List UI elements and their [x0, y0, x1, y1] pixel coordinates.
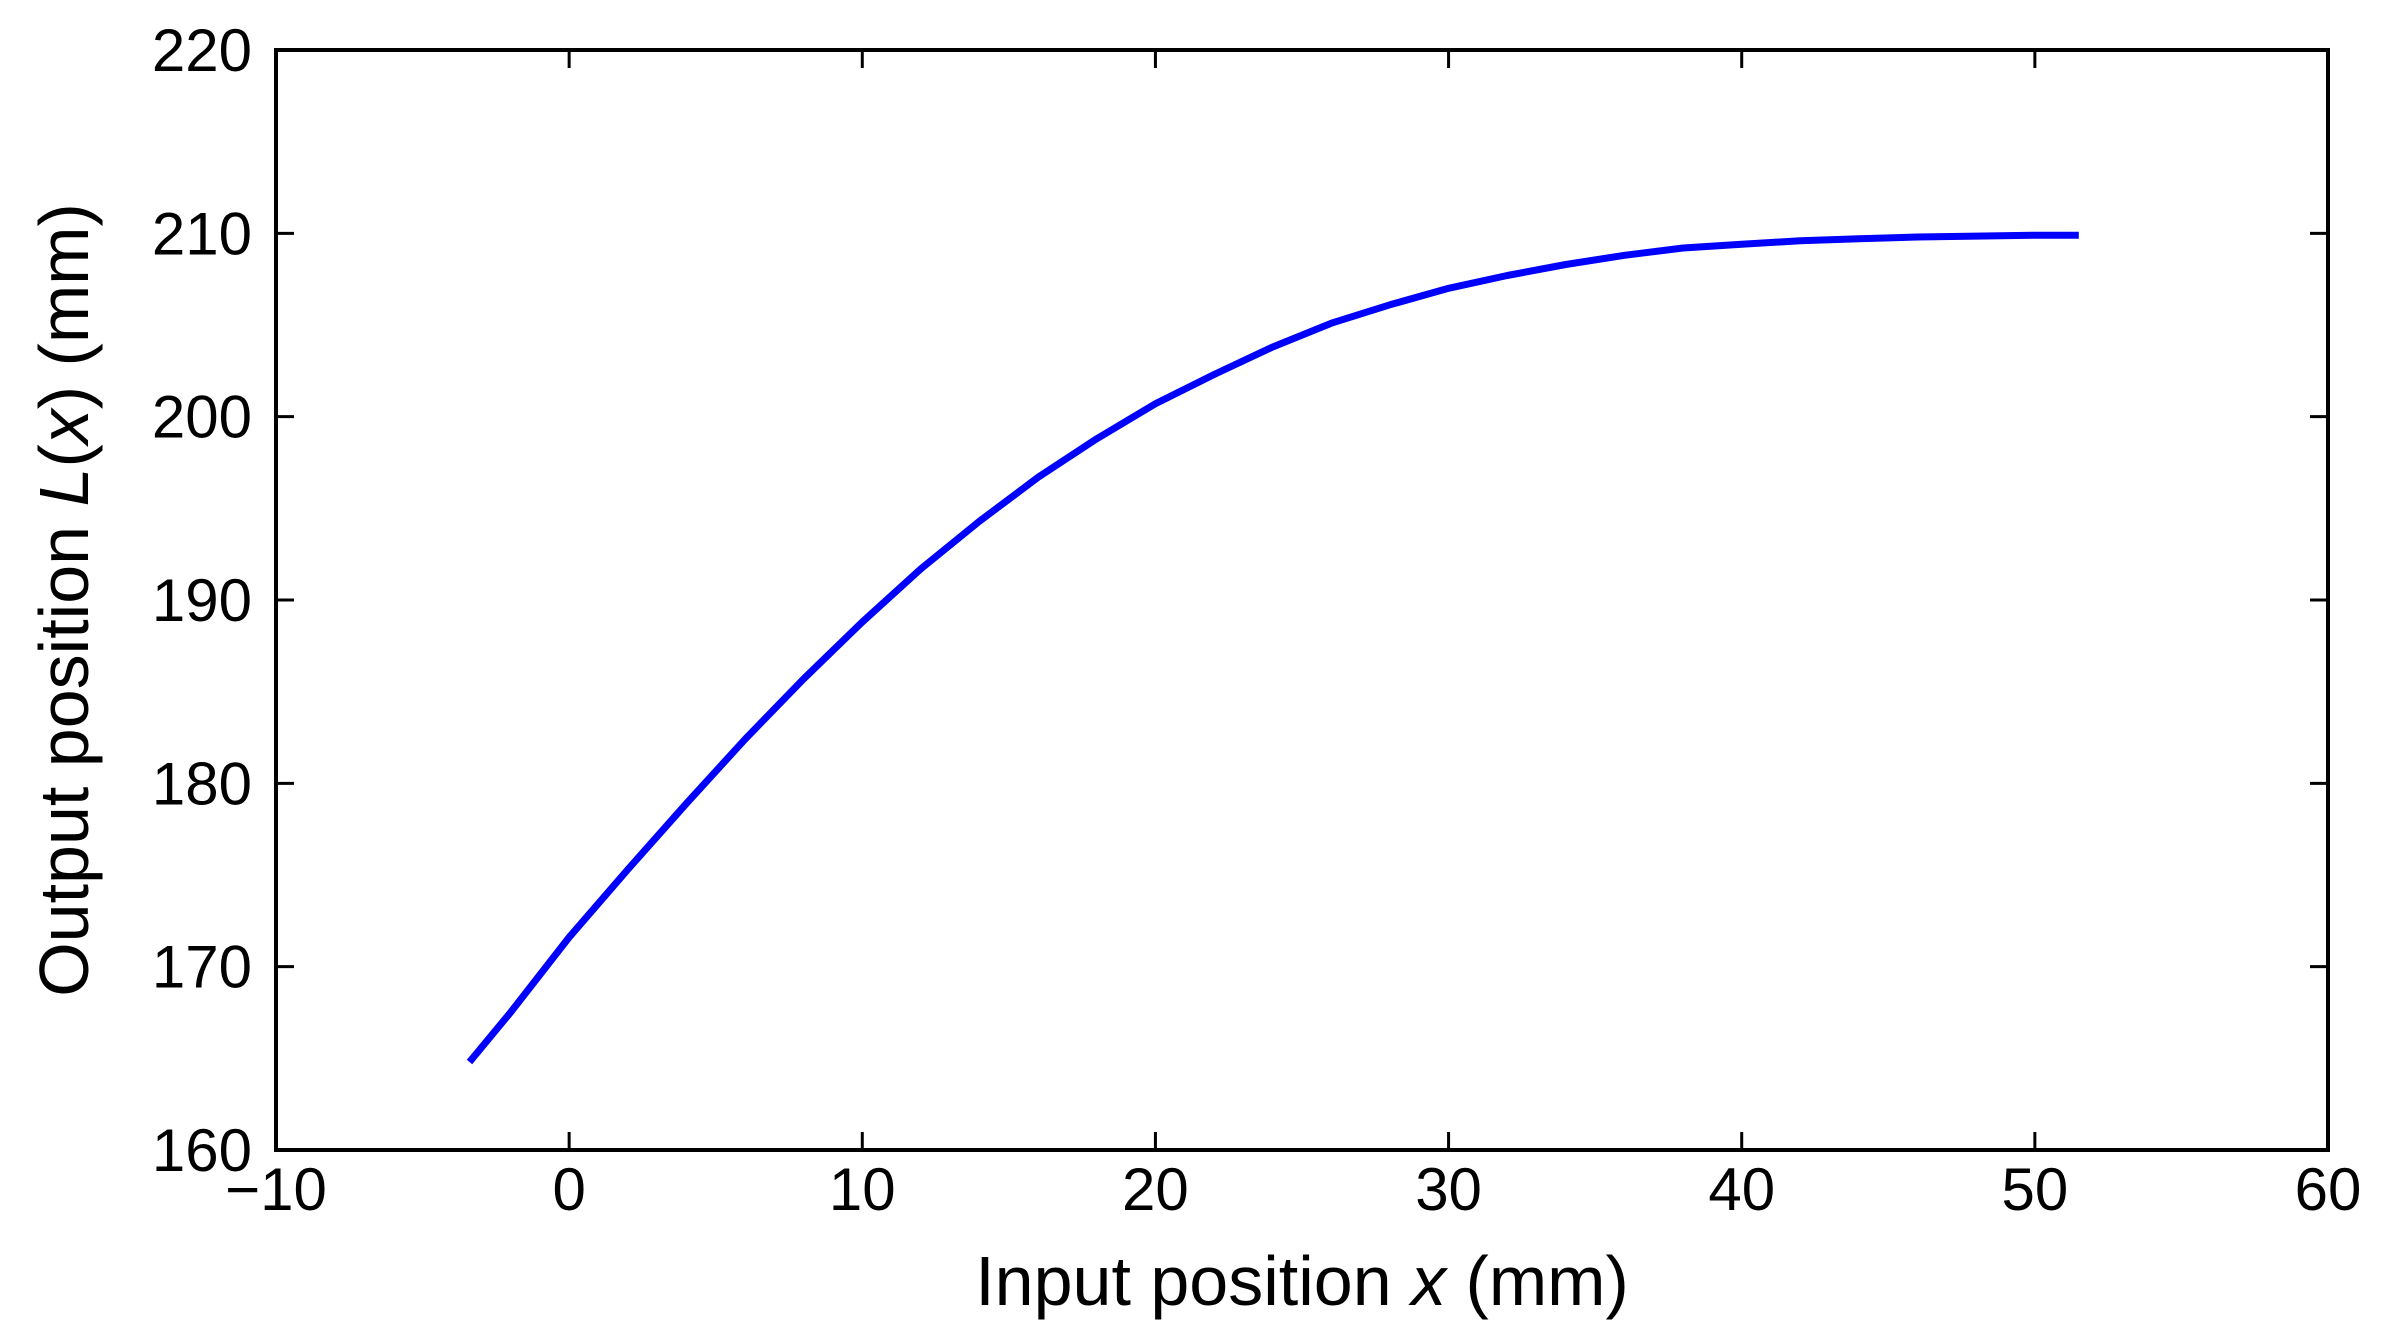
x-axis-label: Input position x (mm) — [975, 1242, 1629, 1320]
y-axis-label: Output position L(x) (mm) — [25, 203, 103, 997]
x-tick-label: 10 — [829, 1156, 896, 1223]
x-tick-labels: −10 0 10 20 30 40 50 60 — [225, 1156, 2361, 1223]
y-tick-label: 220 — [152, 17, 252, 84]
y-tick-label: 180 — [152, 750, 252, 817]
x-tick-label: −10 — [225, 1156, 327, 1223]
y-tick-label: 190 — [152, 567, 252, 634]
plot-frame — [274, 48, 2330, 1152]
series-layer — [466, 231, 2079, 1065]
x-tick-label: 20 — [1122, 1156, 1189, 1223]
axis-ticks — [274, 48, 2330, 1152]
x-tick-label: 40 — [1708, 1156, 1775, 1223]
y-tick-label: 170 — [152, 934, 252, 1001]
y-tick-label: 200 — [152, 384, 252, 451]
y-tick-labels: 160 170 180 190 200 210 220 — [152, 17, 252, 1184]
series-line — [466, 231, 2079, 1065]
y-tick-label: 160 — [152, 1117, 252, 1184]
x-tick-label: 0 — [552, 1156, 585, 1223]
x-tick-label: 60 — [2295, 1156, 2362, 1223]
x-tick-label: 30 — [1415, 1156, 1482, 1223]
x-tick-label: 50 — [2001, 1156, 2068, 1223]
y-tick-label: 210 — [152, 200, 252, 267]
